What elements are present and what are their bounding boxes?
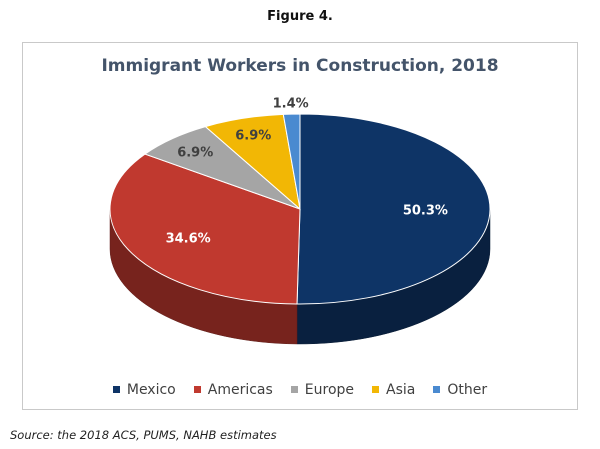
legend-swatch <box>112 385 120 393</box>
legend-item-asia: Asia <box>372 382 415 398</box>
legend-label: Asia <box>386 382 416 398</box>
chart-legend: Mexico Americas Europe Asia Other <box>23 382 577 398</box>
figure-label: Figure 4. <box>267 9 333 24</box>
legend-swatch <box>433 385 441 393</box>
data-label-mexico: 50.3% <box>403 203 448 218</box>
legend-label: Europe <box>304 382 355 398</box>
legend-item-other: Other <box>433 382 487 398</box>
legend-swatch <box>193 385 201 393</box>
legend-swatch <box>372 385 380 393</box>
pie-slice-other <box>282 113 301 210</box>
data-label-americas: 34.6% <box>166 231 211 246</box>
pie-slice-americas <box>109 153 301 305</box>
legend-item-europe: Europe <box>290 382 355 398</box>
chart-title: Immigrant Workers in Construction, 2018 <box>101 56 499 76</box>
legend-item-americas: Americas <box>193 382 273 398</box>
data-label-other: 1.4% <box>273 97 309 112</box>
data-label-europe: 6.9% <box>177 145 213 160</box>
pie-slice-mexico <box>296 113 491 305</box>
legend-label: Americas <box>207 382 273 398</box>
data-label-asia: 6.9% <box>235 129 271 144</box>
legend-item-mexico: Mexico <box>112 382 176 398</box>
legend-label: Mexico <box>126 382 176 398</box>
legend-label: Other <box>447 382 488 398</box>
source-note: Source: the 2018 ACS, PUMS, NAHB estimat… <box>10 428 277 442</box>
legend-swatch <box>290 385 298 393</box>
pie-chart: 50.3% 34.6% 6.9% 6.9% 1.4% <box>109 97 491 345</box>
chart-container: Immigrant Workers in Construction, 2018 … <box>22 42 578 410</box>
